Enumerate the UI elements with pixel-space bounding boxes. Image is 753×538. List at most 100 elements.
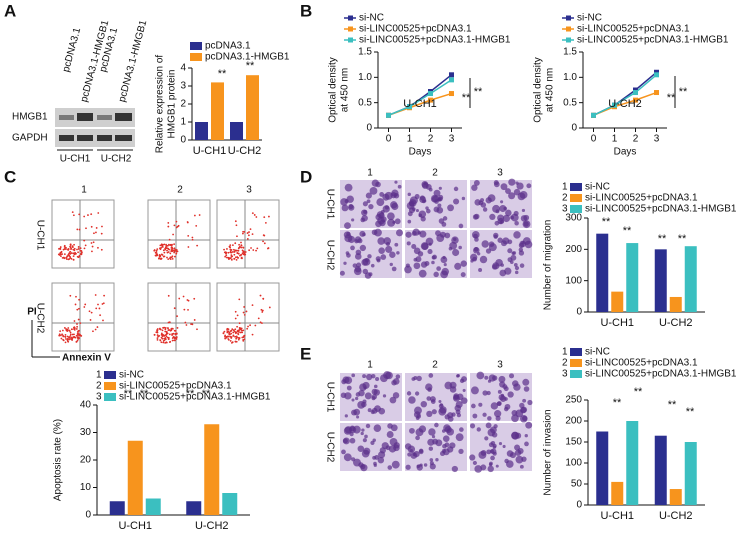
flow-dot (169, 243, 172, 246)
flow-dot (78, 228, 81, 231)
cell (367, 408, 372, 413)
flow-dot (164, 330, 167, 333)
flow-dot (173, 307, 176, 310)
cell (486, 449, 492, 455)
flow-dot (167, 321, 170, 324)
column-label: 1 (367, 360, 373, 371)
y-tick-label: 1.0 (358, 72, 372, 83)
annotation: ** (246, 60, 255, 72)
cell (416, 375, 422, 382)
flow-dot (165, 341, 168, 344)
flow-dot (96, 326, 99, 328)
cell (438, 186, 442, 190)
flow-dot (173, 224, 176, 227)
y-tick-label: 300 (565, 213, 582, 224)
legend-label: si-NC (577, 13, 602, 24)
cell (349, 437, 356, 444)
flow-dot (77, 333, 79, 336)
cell (372, 455, 377, 460)
cell (420, 400, 428, 408)
annotation: ** (668, 399, 677, 411)
legend-label: si-LINC00525+pcDNA3.1 (585, 358, 698, 369)
flow-dot (100, 232, 103, 235)
flow-dot (92, 330, 94, 333)
cell (434, 422, 439, 428)
bar (596, 431, 609, 505)
cell (350, 245, 355, 251)
flow-dot (102, 302, 105, 305)
cell (376, 198, 385, 207)
flow-dot (177, 224, 180, 227)
flow-dot (78, 254, 81, 257)
cell (428, 373, 434, 378)
flow-dot (161, 335, 164, 338)
flow-dot (101, 225, 103, 228)
flow-dot (264, 221, 267, 224)
flow-dot (223, 251, 226, 254)
y-tick-label: 4 (180, 63, 186, 74)
flow-dot (165, 333, 168, 336)
x-tick-label: U-CH2 (659, 510, 693, 522)
flow-dot (167, 327, 169, 330)
flow-dot (229, 244, 232, 247)
flow-dot (225, 335, 228, 338)
flow-dot (229, 335, 232, 338)
legend-number: 1 (96, 370, 102, 381)
flow-dot (78, 298, 80, 301)
cell (373, 461, 377, 466)
bar (109, 501, 125, 515)
cell (490, 402, 499, 410)
flow-dot (169, 256, 172, 259)
flow-dot (69, 250, 72, 253)
cell (429, 461, 434, 466)
flow-dot (75, 328, 78, 330)
cell (497, 214, 505, 222)
flow-dot (69, 243, 72, 246)
flow-dot (160, 334, 163, 336)
cell (449, 386, 457, 393)
flow-dot (169, 340, 172, 343)
legend-swatch (570, 194, 582, 202)
flow-dot (68, 252, 70, 255)
cell (500, 183, 508, 191)
column-label: 3 (497, 168, 503, 179)
flow-dot (240, 256, 243, 259)
cell (371, 179, 379, 187)
x-tick-label: 2 (428, 134, 434, 145)
cell (431, 260, 435, 265)
flow-dot (62, 339, 65, 342)
flow-dot (185, 324, 188, 326)
cell (492, 204, 501, 213)
flow-dot (160, 332, 163, 335)
cell (389, 437, 398, 446)
cell (442, 435, 450, 442)
cell (439, 451, 446, 457)
cell (385, 241, 390, 246)
cell (357, 238, 363, 244)
flow-dot (58, 334, 61, 337)
cell (378, 212, 385, 219)
flow-dot (229, 246, 231, 249)
cell (370, 263, 375, 268)
flow-dot (161, 329, 164, 332)
cell (429, 396, 436, 403)
cell (432, 254, 438, 260)
cell (507, 391, 514, 398)
flow-dot (262, 297, 265, 300)
flow-dot (61, 329, 64, 332)
flow-dot (237, 338, 240, 341)
cell (439, 403, 443, 407)
cell (423, 199, 427, 203)
flow-dot (153, 249, 156, 252)
cell (499, 205, 507, 213)
cell (485, 422, 492, 429)
flow-dot (238, 298, 241, 301)
x-tick-label: U-CH2 (195, 520, 229, 532)
flow-dot (171, 334, 173, 336)
bar (654, 435, 667, 505)
cell (506, 460, 514, 468)
cell (390, 192, 397, 199)
legend-label: si-NC (585, 347, 610, 358)
cell (488, 442, 494, 448)
flow-dot (61, 256, 64, 259)
